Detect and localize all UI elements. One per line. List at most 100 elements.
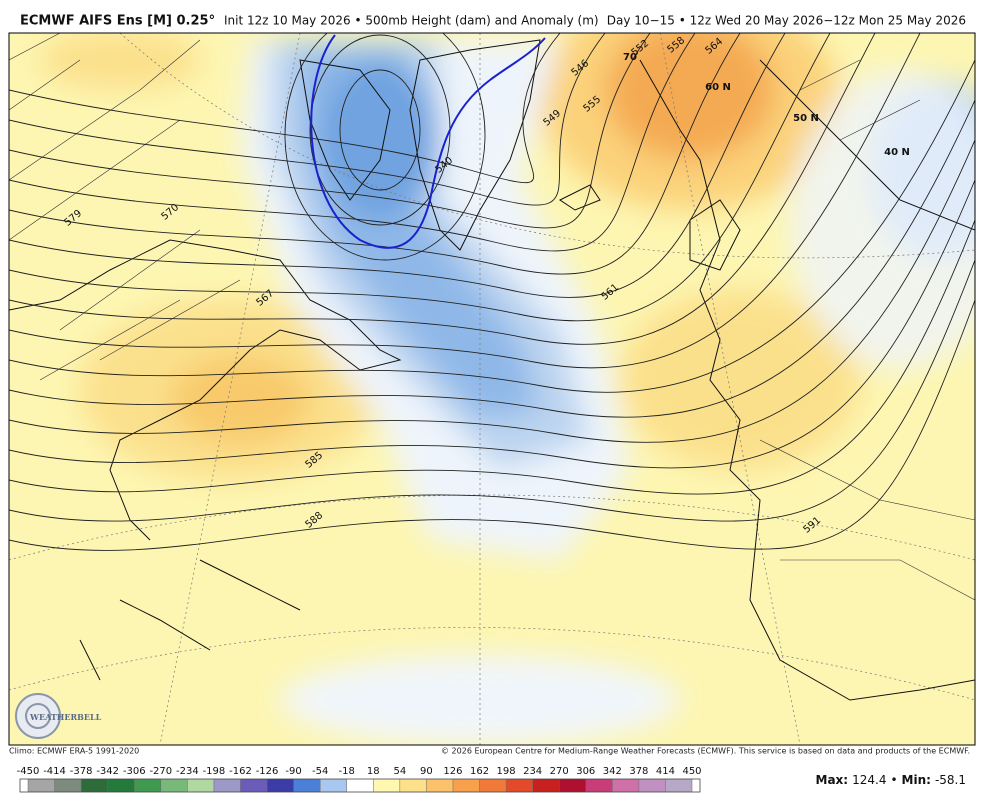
map-frame bbox=[8, 32, 976, 746]
contour-540 bbox=[310, 34, 546, 249]
colorbar-tick-label: 18 bbox=[367, 766, 380, 777]
map-subtitle: Init 12z 10 May 2026 • 500mb Height (dam… bbox=[224, 14, 599, 28]
coastline bbox=[79, 559, 301, 681]
colorbar-swatch bbox=[638, 779, 666, 792]
copyright: © 2026 European Centre for Medium-Range … bbox=[441, 747, 970, 756]
colorbar-tick-label: -342 bbox=[96, 766, 119, 777]
colorbar-tick-label: 306 bbox=[576, 766, 595, 777]
graticule bbox=[9, 33, 975, 745]
colorbar-swatch bbox=[320, 779, 347, 792]
longitude-line bbox=[159, 33, 301, 745]
warm-anomaly bbox=[40, 33, 200, 90]
colorbar-swatch bbox=[293, 779, 321, 792]
stat-part: 124.4 bbox=[852, 773, 886, 787]
cold-anomaly bbox=[790, 70, 975, 370]
stat-part: -58.1 bbox=[935, 773, 966, 787]
colorbar-tick-label: -198 bbox=[203, 766, 226, 777]
logo-text: WEATHERBELL bbox=[29, 712, 102, 722]
colorbar-tick-label: -90 bbox=[285, 766, 301, 777]
contour-ring bbox=[284, 33, 486, 261]
contour-line bbox=[9, 179, 975, 469]
contour-line bbox=[9, 33, 831, 322]
coastline bbox=[639, 59, 975, 701]
coastline bbox=[409, 39, 541, 251]
colorbar-swatch bbox=[426, 779, 453, 792]
contour-line bbox=[9, 299, 975, 551]
coastline bbox=[559, 184, 601, 211]
colorbar-swatch bbox=[399, 779, 427, 792]
latitude-line bbox=[119, 33, 975, 259]
latitude-line bbox=[9, 494, 975, 561]
climo-note: Climo: ECMWF ERA-5 1991-2020 bbox=[9, 747, 139, 756]
colorbar-tick-label: 90 bbox=[420, 766, 433, 777]
colorbar-swatch bbox=[532, 779, 560, 792]
colorbar-tick-label: -54 bbox=[312, 766, 328, 777]
contour-line bbox=[9, 33, 786, 298]
colorbar-tick-label: 450 bbox=[682, 766, 701, 777]
latitude-label: 60 N bbox=[705, 82, 731, 93]
colorbar-tick-label: 126 bbox=[443, 766, 462, 777]
logo-swirl bbox=[25, 703, 51, 729]
latitude-line bbox=[9, 627, 975, 701]
colorbar-swatch bbox=[134, 779, 161, 792]
warm-anomaly bbox=[620, 290, 860, 470]
colorbar-tick-label: 378 bbox=[629, 766, 648, 777]
colorbar-swatch bbox=[81, 779, 108, 792]
colorbar-swatch bbox=[54, 779, 82, 792]
stat-part: Max: bbox=[816, 773, 849, 787]
longitude-line bbox=[659, 33, 801, 745]
colorbar-tick-label: -306 bbox=[123, 766, 146, 777]
colorbar-swatch bbox=[665, 779, 692, 792]
contour-line bbox=[9, 99, 975, 418]
warm-anomaly bbox=[605, 33, 775, 160]
colorbar-swatch bbox=[240, 779, 268, 792]
colorbar-swatch bbox=[506, 779, 533, 792]
warm-anomaly bbox=[170, 355, 310, 445]
map-title: ECMWF AIFS Ens [M] 0.25° bbox=[20, 14, 215, 29]
contour-line bbox=[9, 219, 975, 495]
cold-anomaly bbox=[320, 60, 440, 220]
colorbar-frame bbox=[19, 778, 701, 793]
colorbar-tick-label: -162 bbox=[229, 766, 252, 777]
colorbar-tick-label: 342 bbox=[603, 766, 622, 777]
contour-line bbox=[9, 33, 561, 184]
coastline bbox=[759, 59, 975, 231]
colorbar-tick-label: 198 bbox=[497, 766, 516, 777]
colorbar-swatch bbox=[346, 779, 374, 792]
coastline bbox=[689, 199, 741, 271]
colorbar-tick-label: -18 bbox=[339, 766, 355, 777]
colorbar-tick-label: 54 bbox=[393, 766, 406, 777]
colorbar-swatch bbox=[213, 779, 241, 792]
border bbox=[9, 33, 241, 381]
colorbar-swatch bbox=[585, 779, 613, 792]
contour-line bbox=[9, 259, 975, 522]
valid-time: Day 10−15 • 12z Wed 20 May 2026−12z Mon … bbox=[607, 14, 966, 28]
contour-line bbox=[9, 33, 696, 252]
colorbar-tick-label: 234 bbox=[523, 766, 542, 777]
colorbar-swatch bbox=[452, 779, 480, 792]
coastline bbox=[299, 59, 391, 201]
colorbar-tick-label: -234 bbox=[176, 766, 199, 777]
colorbar-tick-label: -270 bbox=[149, 766, 172, 777]
colorbar-swatch bbox=[187, 779, 214, 792]
colorbar-tick-label: -378 bbox=[70, 766, 93, 777]
latitude-label: 40 N bbox=[884, 147, 910, 158]
contour-line bbox=[9, 59, 975, 393]
contour-ring bbox=[339, 69, 421, 191]
colorbar-swatch bbox=[559, 779, 586, 792]
colorbar-swatch bbox=[160, 779, 188, 792]
colorbar-swatch bbox=[267, 779, 294, 792]
contour-line bbox=[9, 33, 921, 369]
colorbar-tick-label: 162 bbox=[470, 766, 489, 777]
colorbar-tick-label: 414 bbox=[656, 766, 675, 777]
contour-line bbox=[9, 139, 975, 443]
contour-line bbox=[9, 33, 606, 206]
colorbar-tick-label: -414 bbox=[43, 766, 66, 777]
logo-swirl bbox=[15, 693, 61, 739]
height-contours bbox=[9, 33, 975, 551]
stat-part: Min: bbox=[902, 773, 931, 787]
latitude-label: 70 bbox=[623, 52, 637, 63]
